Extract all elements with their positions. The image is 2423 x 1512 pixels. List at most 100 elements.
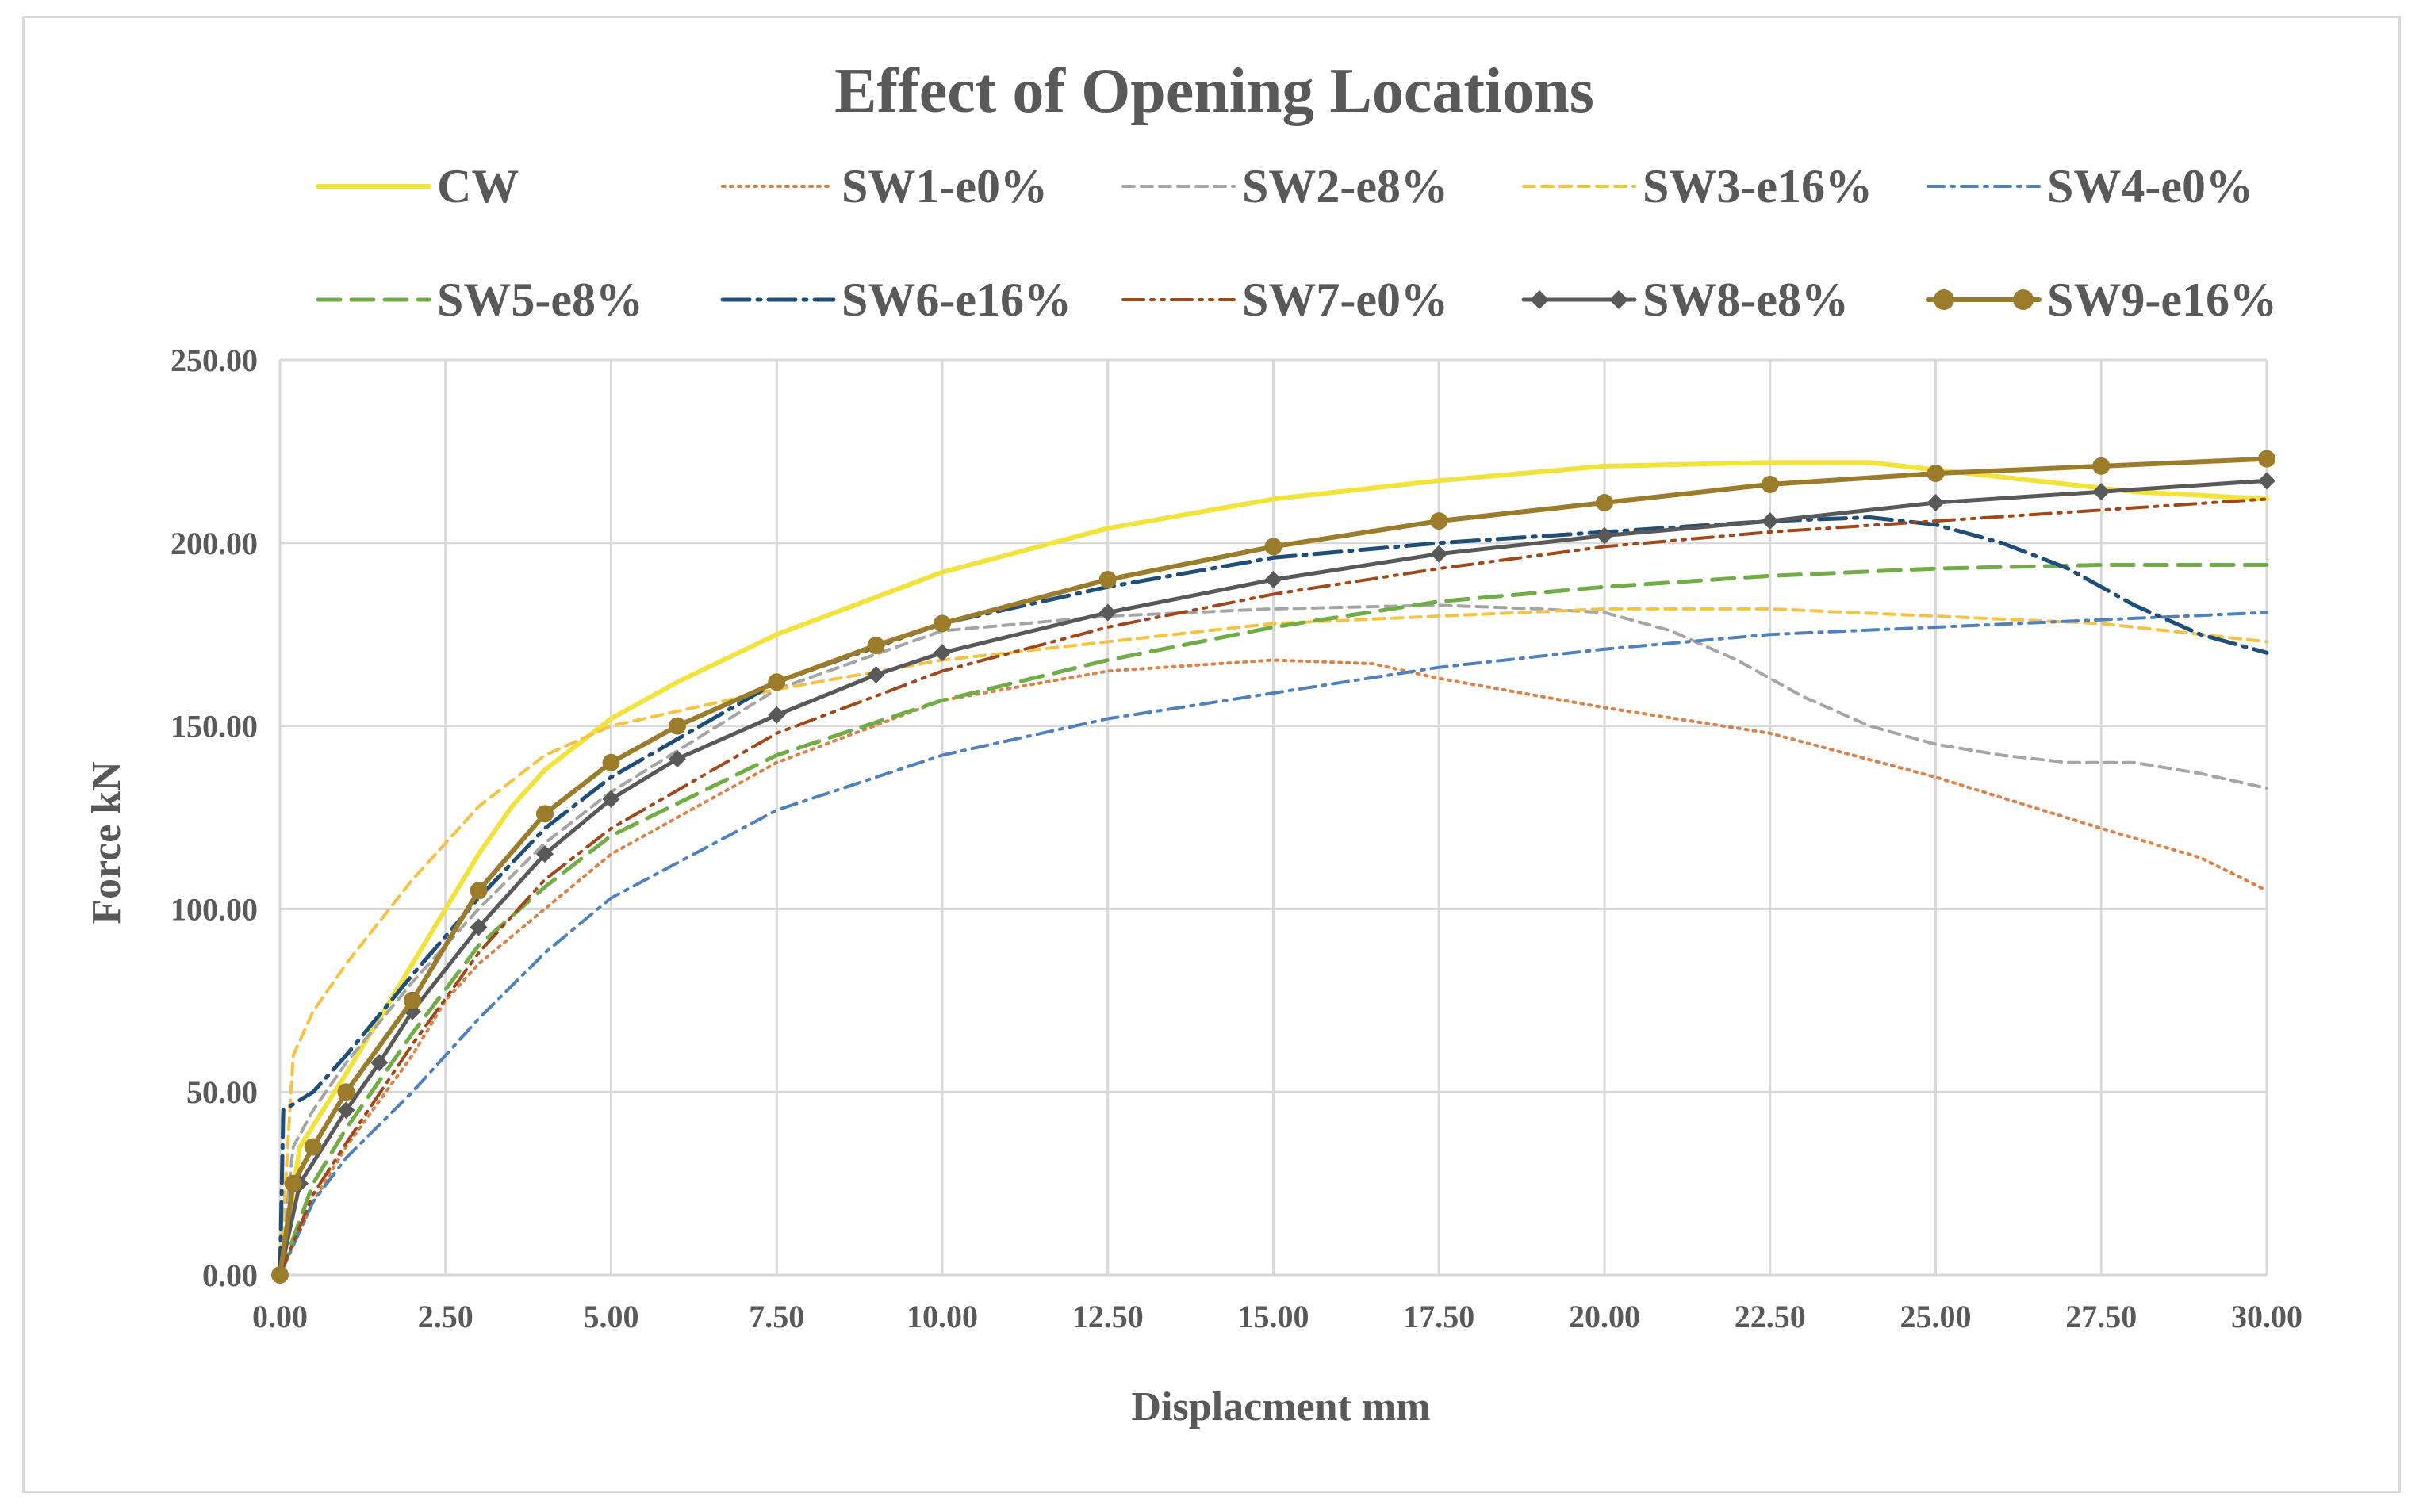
legend-item-sw5-e8pct: SW5-e8%: [316, 274, 643, 326]
data-point-sw9-e16pct: [536, 805, 554, 823]
data-point-sw8-e8pct: [337, 1101, 355, 1120]
y-tick-label: 150.00: [171, 709, 258, 745]
x-tick-label: 20.00: [1569, 1299, 1640, 1334]
series-line-sw4-e0pct: [278, 611, 2268, 1277]
x-axis-ticks: 0.00 2.50 5.00 7.50 10.00 12.50 15.00 17.50 20.0…: [252, 1299, 2302, 1334]
series-sw4-e0pct: [278, 611, 2268, 1277]
x-tick-label: 15.00: [1238, 1299, 1309, 1334]
x-axis-label: Displacment mm: [1132, 1384, 1431, 1430]
legend-label: SW6-e16%: [842, 274, 1072, 326]
data-point-sw9-e16pct: [768, 673, 786, 691]
legend-label: SW5-e8%: [437, 274, 643, 326]
y-tick-label: 200.00: [171, 526, 258, 561]
series-sw8-e8pct: [271, 472, 2275, 1284]
y-tick-label: 50.00: [186, 1074, 258, 1110]
data-point-sw8-e8pct: [1761, 512, 1779, 530]
legend-item-sw7-e0pct: SW7-e0%: [1121, 274, 1448, 326]
x-tick-label: 27.50: [2065, 1299, 2137, 1334]
series-sw9-e16pct: [271, 450, 2275, 1284]
legend-item-sw6-e16pct: SW6-e16%: [720, 274, 1072, 326]
data-point-sw9-e16pct: [2258, 450, 2275, 468]
legend-label: SW7-e0%: [1242, 274, 1448, 326]
data-point-sw8-e8pct: [2258, 472, 2275, 490]
data-point-sw8-e8pct: [370, 1054, 389, 1072]
data-point-sw9-e16pct: [337, 1083, 355, 1101]
data-point-sw9-e16pct: [867, 637, 885, 655]
legend-item-sw9-e16pct: SW9-e16%: [1926, 274, 2277, 326]
x-tick-label: 5.00: [584, 1299, 639, 1334]
legend: CW SW1-e0% SW2-e8% SW3-e16% SW4-e0% SW5-e8% SW…: [316, 160, 2277, 326]
x-tick-label: 2.50: [418, 1299, 473, 1334]
y-tick-label: 100.00: [171, 891, 258, 927]
chart-svg: Effect of Opening Locations CW SW1-e0% SW2…: [84, 56, 2302, 1430]
y-axis-label: Force kN: [84, 761, 129, 924]
data-point-sw9-e16pct: [404, 991, 421, 1009]
series-line-sw7-e0pct: [278, 497, 2268, 1277]
legend-marker: [1530, 290, 1549, 309]
series-sw2-e8pct: [278, 603, 2268, 1277]
legend-label: SW2-e8%: [1242, 160, 1448, 212]
series-sw6-e16pct: [278, 515, 2269, 1277]
x-tick-label: 0.00: [252, 1299, 308, 1334]
data-point-sw8-e8pct: [934, 644, 951, 662]
series-sw5-e8pct: [278, 563, 2269, 1277]
legend-item-sw8-e8pct: SW8-e8%: [1521, 274, 1849, 326]
data-point-sw8-e8pct: [1264, 570, 1282, 588]
data-point-sw8-e8pct: [669, 750, 686, 768]
x-tick-label: 17.50: [1403, 1299, 1474, 1334]
chart-frame: Effect of Opening Locations CW SW1-e0% SW2…: [22, 16, 2401, 1493]
data-point-sw8-e8pct: [1927, 494, 1945, 512]
series-line-sw1-e0pct: [278, 658, 2268, 1277]
data-point-sw8-e8pct: [768, 706, 786, 724]
y-axis-ticks: 0.00 50.00 100.00 150.00 200.00 250.00: [171, 343, 258, 1293]
series-sw3-e16pct: [278, 607, 2268, 1277]
x-tick-label: 30.00: [2231, 1299, 2302, 1334]
data-point-sw9-e16pct: [1596, 494, 1613, 512]
data-point-sw9-e16pct: [271, 1266, 289, 1284]
data-point-sw9-e16pct: [602, 753, 620, 771]
series-line-sw8-e8pct: [278, 478, 2269, 1277]
series-line-sw2-e8pct: [278, 603, 2268, 1277]
data-point-sw9-e16pct: [1430, 512, 1448, 530]
series-sw1-e0pct: [278, 658, 2268, 1277]
series-line-sw5-e8pct: [278, 563, 2269, 1277]
data-point-sw8-e8pct: [536, 845, 554, 863]
series-sw7-e0pct: [278, 497, 2268, 1277]
chart-title: Effect of Opening Locations: [834, 56, 1594, 126]
legend-marker: [1609, 290, 1628, 309]
data-point-sw8-e8pct: [867, 665, 885, 683]
data-point-sw8-e8pct: [470, 918, 488, 936]
y-tick-label: 250.00: [171, 343, 258, 378]
series-line-sw6-e16pct: [278, 515, 2269, 1277]
series-cw: [278, 460, 2269, 1277]
legend-label: SW3-e16%: [1643, 160, 1873, 212]
legend-item-cw: CW: [316, 160, 519, 212]
series-line-cw: [278, 460, 2269, 1277]
data-point-sw9-e16pct: [934, 614, 951, 633]
legend-marker: [1934, 289, 1954, 310]
data-point-sw9-e16pct: [1098, 570, 1117, 588]
data-point-sw8-e8pct: [1596, 526, 1613, 545]
data-point-sw9-e16pct: [2092, 457, 2111, 475]
data-point-sw8-e8pct: [1430, 545, 1448, 563]
legend-label: SW9-e16%: [2047, 274, 2277, 326]
legend-item-sw2-e8pct: SW2-e8%: [1121, 160, 1448, 212]
series-line-sw3-e16pct: [278, 607, 2268, 1277]
y-tick-label: 0.00: [202, 1257, 258, 1293]
legend-item-sw3-e16pct: SW3-e16%: [1522, 160, 1873, 212]
legend-item-sw4-e0pct: SW4-e0%: [1927, 160, 2253, 212]
data-point-sw9-e16pct: [1264, 538, 1282, 556]
series-layer: [271, 450, 2275, 1284]
data-point-sw9-e16pct: [1927, 465, 1945, 483]
x-tick-label: 12.50: [1072, 1299, 1144, 1334]
legend-label: SW8-e8%: [1643, 274, 1849, 326]
x-tick-label: 7.50: [749, 1299, 804, 1334]
legend-label: SW1-e0%: [842, 160, 1048, 212]
data-point-sw8-e8pct: [2092, 483, 2111, 501]
x-tick-label: 10.00: [907, 1299, 978, 1334]
legend-item-sw1-e0pct: SW1-e0%: [721, 160, 1048, 212]
data-point-sw9-e16pct: [1761, 475, 1779, 493]
data-point-sw9-e16pct: [470, 882, 488, 900]
legend-label: CW: [437, 160, 519, 212]
data-point-sw8-e8pct: [602, 790, 620, 808]
